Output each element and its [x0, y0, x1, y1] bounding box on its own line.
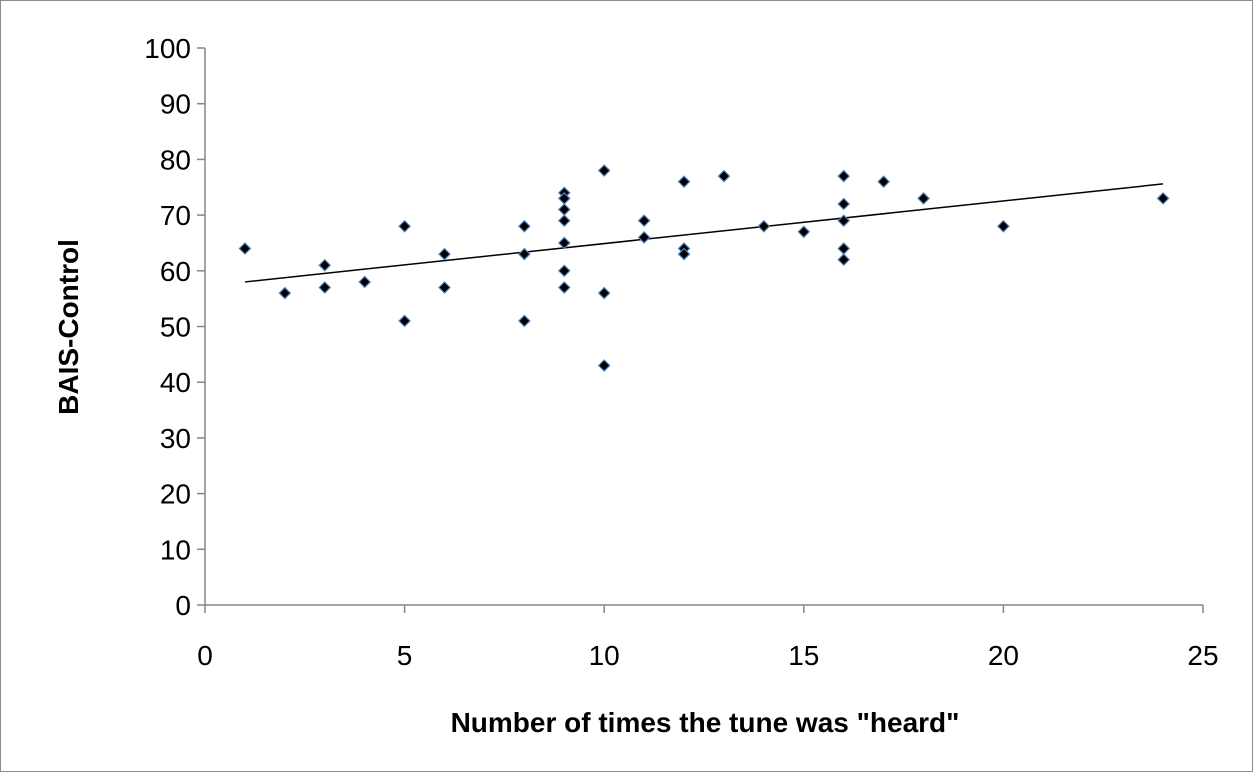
data-point — [398, 314, 411, 328]
x-axis-title: Number of times the tune was "heard" — [451, 707, 960, 738]
data-point — [637, 214, 651, 228]
y-tick-label: 20 — [160, 479, 191, 510]
data-point — [677, 247, 691, 261]
data-point — [597, 359, 611, 372]
data-point — [837, 197, 851, 211]
y-tick-label: 50 — [160, 312, 191, 343]
data-point — [438, 247, 451, 261]
y-tick-label: 40 — [160, 367, 191, 398]
x-tick-label: 20 — [988, 640, 1019, 671]
data-point — [1156, 192, 1170, 205]
y-tick-label: 80 — [160, 144, 191, 175]
y-tick-label: 0 — [175, 590, 191, 621]
data-point — [877, 175, 890, 189]
data-point — [837, 169, 851, 183]
data-point — [757, 219, 771, 233]
data-point — [278, 286, 292, 300]
data-point — [917, 192, 930, 205]
x-tick-label: 5 — [397, 640, 413, 671]
data-point — [717, 169, 731, 183]
y-tick-label: 70 — [160, 200, 191, 231]
data-point — [837, 214, 851, 228]
data-point — [518, 219, 531, 233]
y-tick-label: 90 — [160, 89, 191, 120]
data-point — [518, 247, 531, 261]
data-point — [837, 253, 851, 267]
data-point — [677, 175, 691, 189]
data-point — [557, 264, 571, 278]
data-points — [238, 164, 1170, 372]
data-point — [398, 219, 411, 233]
x-tick-label: 25 — [1187, 640, 1218, 671]
y-tick-label: 10 — [160, 534, 191, 565]
y-tick-labels: 0 10 20 30 40 50 60 70 80 90 100 — [144, 33, 191, 621]
y-tick-label: 60 — [160, 256, 191, 287]
x-tick-labels: 0 5 10 15 20 25 — [197, 640, 1218, 671]
axes — [197, 47, 1204, 613]
x-tick-label: 10 — [589, 640, 620, 671]
data-point — [557, 203, 571, 216]
y-tick-label: 30 — [160, 423, 191, 454]
trendline — [244, 183, 1164, 283]
data-point — [557, 236, 571, 250]
data-point — [318, 258, 332, 272]
data-point — [358, 275, 372, 289]
data-point — [318, 281, 332, 294]
data-point — [837, 242, 851, 255]
data-point — [238, 242, 252, 255]
data-point — [557, 281, 571, 294]
x-tick-label: 0 — [197, 640, 213, 671]
data-point — [597, 286, 611, 300]
y-tick-label: 100 — [144, 33, 191, 64]
data-point — [797, 225, 811, 239]
data-point — [518, 314, 531, 328]
data-point — [997, 219, 1010, 233]
data-point — [438, 281, 451, 294]
data-point — [637, 231, 651, 244]
data-point — [597, 164, 611, 177]
x-tick-label: 15 — [788, 640, 819, 671]
data-point — [557, 214, 571, 228]
y-axis-title: BAIS-Control — [53, 239, 84, 415]
trendline-group — [244, 183, 1164, 283]
